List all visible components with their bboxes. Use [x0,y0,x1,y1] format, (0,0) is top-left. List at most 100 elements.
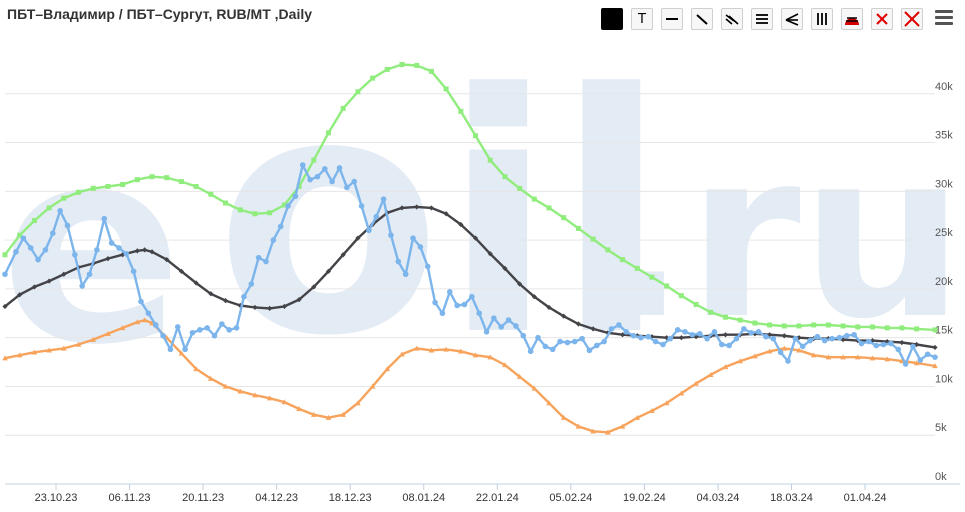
data-point [164,175,170,181]
data-point [46,205,52,211]
data-point [840,354,846,360]
data-point [241,293,247,300]
data-point [64,222,71,229]
data-point [17,292,23,298]
data-point [17,232,23,238]
data-point [549,346,556,353]
data-point [76,189,82,195]
data-point [443,211,449,217]
delete-all-icon[interactable] [901,8,923,30]
data-point [296,183,302,189]
data-point [266,395,273,401]
data-point [516,373,523,379]
horizontal-line-icon[interactable] [661,8,683,30]
data-point [252,304,258,311]
data-point [770,335,777,342]
data-point [605,330,611,336]
data-point [531,385,538,391]
parallel-channel-icon[interactable] [721,8,743,30]
data-point [785,358,791,364]
grid-lines [5,93,935,485]
data-point [255,254,262,261]
x-axis: 23.10.23 06.11.23 20.11.23 04.12.23 18.12.23… [5,483,960,504]
y-tick-label: 25k [935,227,953,239]
data-point [417,244,424,250]
data-point [502,265,508,272]
data-point [594,342,600,349]
data-point [105,330,111,336]
arc-tool-icon[interactable] [841,8,863,30]
x-tick-label: 04.03.24 [697,492,740,504]
data-point [660,341,666,348]
data-point [663,400,670,406]
data-point [208,191,214,197]
data-point [134,177,140,183]
data-point [884,325,890,331]
horizontal-lines-icon[interactable] [751,8,773,30]
data-point [575,225,581,231]
text-tool-icon[interactable]: T [631,8,653,30]
data-point [678,335,684,341]
series-line [4,63,936,332]
data-point [608,326,615,332]
data-point [299,162,306,168]
data-point [913,360,920,366]
data-point [311,284,317,290]
data-point [623,329,630,335]
data-point [855,354,861,360]
vertical-lines-icon[interactable] [811,8,833,30]
data-point [31,349,38,355]
data-point [571,338,578,345]
data-point [94,247,100,253]
x-tick-label: 05.02.24 [549,492,592,504]
black-square-icon[interactable] [601,8,623,30]
series-circle [2,162,938,367]
data-point [718,341,725,348]
fan-lines-icon[interactable] [781,8,803,30]
delete-drawing-icon[interactable] [871,8,893,30]
data-point [884,338,890,345]
data-point [439,310,446,317]
data-point [505,317,512,323]
data-point [61,195,67,201]
data-point [546,205,552,211]
data-point [458,348,464,354]
hamburger-menu-icon[interactable] [935,10,953,26]
data-point [174,324,181,330]
data-point [575,321,582,327]
data-point [233,325,240,331]
data-point [325,268,332,274]
data-point [575,423,582,429]
data-point [777,349,784,356]
data-point [369,383,376,389]
data-point [810,352,817,358]
data-point [152,322,159,328]
x-tick-label: 23.10.23 [35,492,78,504]
data-point [487,157,493,163]
data-point [142,247,148,253]
data-point [557,338,563,345]
trend-line-icon[interactable] [691,8,713,30]
data-point [472,235,479,241]
data-point [2,355,8,361]
x-tick-label: 22.01.24 [476,492,519,504]
data-point [811,322,817,328]
data-point [370,75,376,81]
data-point [366,227,372,234]
data-point [513,323,519,329]
data-point [281,303,287,310]
data-point [601,338,607,345]
data-point [292,193,299,200]
data-point [57,208,63,214]
data-point [248,281,255,287]
x-tick-label: 01.04.24 [844,492,887,504]
data-point [428,205,435,211]
data-point [630,332,637,339]
data-point [682,329,688,335]
data-point [590,236,596,242]
data-point [748,329,755,336]
data-point [531,294,537,300]
data-point [373,213,380,220]
series-diamond [2,204,938,351]
data-point [384,366,391,372]
